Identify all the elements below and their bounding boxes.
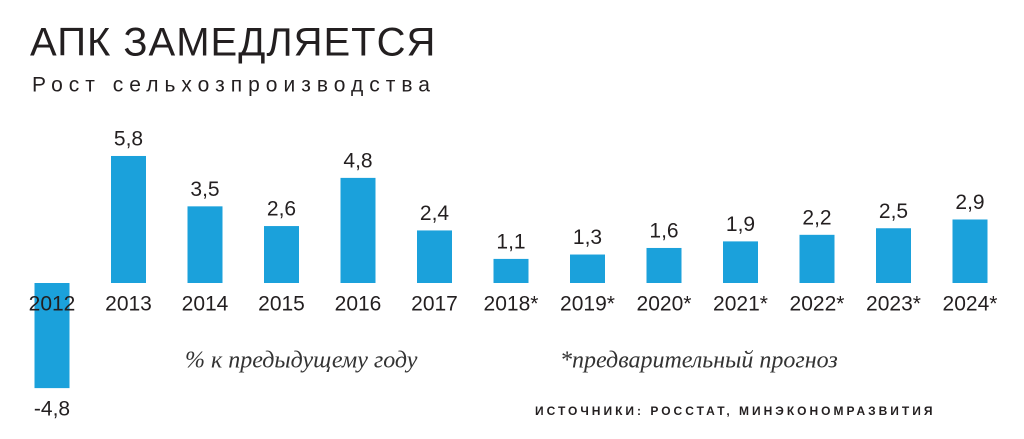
bar	[417, 230, 452, 283]
bar	[340, 177, 376, 283]
bar	[493, 258, 529, 283]
bar	[799, 234, 835, 283]
value-label: 5,8	[114, 128, 143, 151]
bar	[264, 226, 299, 283]
value-label: 2,4	[420, 202, 450, 225]
x-tick-label: 2021*	[713, 293, 768, 316]
source: ИСТОЧНИКИ: РОССТАТ, МИНЭКОНОМРАЗВИТИЯ	[535, 404, 936, 418]
unit-note: % к предыдущему году	[185, 348, 418, 374]
value-label: 2,9	[955, 191, 984, 214]
forecast-note: *предварительный прогноз	[560, 348, 838, 374]
x-tick-label: 2015	[258, 293, 305, 316]
bar	[952, 219, 988, 283]
x-tick-label: 2018*	[484, 293, 539, 316]
x-tick-label: 2014	[182, 293, 229, 316]
x-tick-label: 2020*	[637, 293, 692, 316]
value-label: 2,5	[879, 200, 908, 223]
chart-subtitle: Рост сельхозпроизводства	[32, 74, 436, 97]
x-tick-label: 2013	[105, 293, 152, 316]
value-label: 1,6	[649, 220, 678, 243]
bar	[646, 247, 682, 283]
x-tick-label: 2017	[411, 293, 458, 316]
value-label: -4,8	[34, 398, 70, 421]
value-label: 2,6	[267, 198, 296, 221]
x-tick-label: 2022*	[790, 293, 845, 316]
value-label: 3,5	[190, 178, 219, 201]
bar	[876, 228, 911, 283]
value-label: 4,8	[343, 149, 372, 172]
value-label: 1,3	[573, 226, 602, 249]
x-tick-label: 2024*	[943, 293, 998, 316]
value-label: 2,2	[802, 206, 831, 229]
x-tick-label: 2012	[29, 293, 76, 316]
x-tick-label: 2023*	[866, 293, 921, 316]
x-tick-label: 2019*	[560, 293, 615, 316]
value-label: 1,1	[496, 230, 525, 253]
value-label: 1,9	[726, 213, 755, 236]
bar	[187, 206, 223, 283]
bar	[723, 241, 758, 283]
bar	[570, 254, 605, 283]
chart-title: АПК ЗАМЕДЛЯЕТСЯ	[30, 21, 436, 65]
bar	[111, 155, 146, 283]
x-tick-label: 2016	[335, 293, 382, 316]
bar	[34, 283, 70, 389]
